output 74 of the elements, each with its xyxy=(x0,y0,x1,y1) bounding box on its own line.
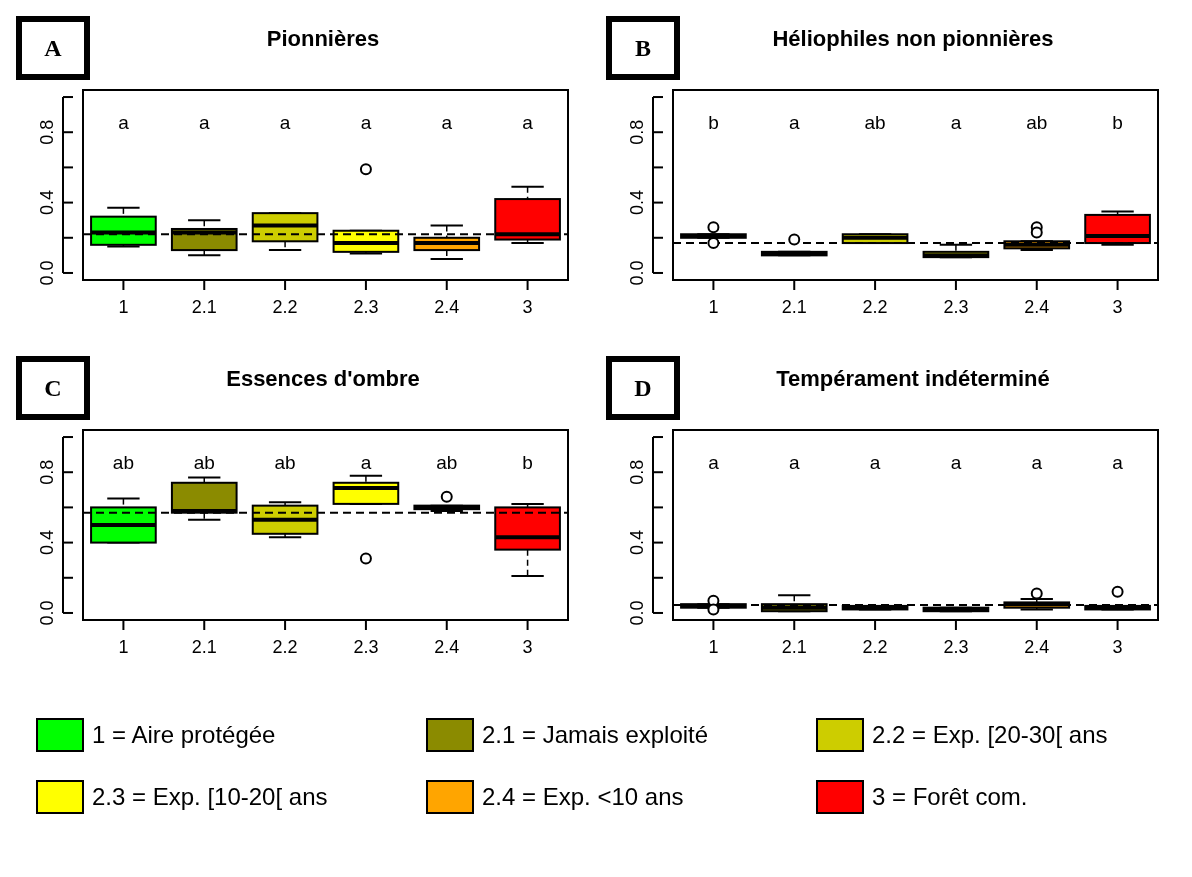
annotation: a xyxy=(522,111,534,133)
annotation: a xyxy=(1112,451,1124,473)
x-tick-label: 2.2 xyxy=(862,636,888,657)
x-tick-label: 2.3 xyxy=(943,636,969,657)
y-tick-label: 0.8 xyxy=(627,119,647,145)
x-tick-label: 2.1 xyxy=(191,296,217,317)
annotation: ab xyxy=(274,451,296,473)
x-tick-label: 1 xyxy=(708,636,719,657)
legend-label: 2.4 = Exp. <10 ans xyxy=(482,783,684,811)
text: C xyxy=(16,356,90,420)
x-tick-label: 1 xyxy=(708,296,719,317)
x-tick-label: 2.1 xyxy=(781,636,807,657)
x-tick-label: 3 xyxy=(522,296,533,317)
text: B xyxy=(606,16,680,80)
text: D xyxy=(606,356,680,420)
x-tick-label: 2.4 xyxy=(1024,636,1050,657)
annotation: b xyxy=(1112,111,1123,133)
x-tick-label: 2.1 xyxy=(781,296,807,317)
text: A xyxy=(16,16,90,80)
x-tick-label: 2.2 xyxy=(272,296,298,317)
annotation: a xyxy=(360,111,372,133)
y-tick-label: 0.8 xyxy=(627,459,647,485)
x-tick-label: 2.4 xyxy=(1024,296,1050,317)
legend-label: 2.2 = Exp. [20-30[ ans xyxy=(872,721,1108,749)
x-tick-label: 2.3 xyxy=(943,296,969,317)
y-tick-label: 0.0 xyxy=(627,260,647,286)
x-tick-label: 2.2 xyxy=(862,296,888,317)
x-tick-label: 2.1 xyxy=(191,636,217,657)
annotation: b xyxy=(522,451,533,473)
chart-title: Pionnières xyxy=(265,26,381,52)
y-tick-label: 0.4 xyxy=(627,190,647,216)
y-tick-label: 0.4 xyxy=(37,190,57,216)
chart-title: Essences d'ombre xyxy=(225,366,421,392)
annotation: a xyxy=(441,111,453,133)
annotation: a xyxy=(788,451,800,473)
annotation: a xyxy=(708,451,720,473)
y-tick-label: 0.8 xyxy=(37,459,57,485)
x-tick-label: 3 xyxy=(1112,636,1123,657)
y-tick-label: 0.0 xyxy=(37,600,57,626)
annotation: a xyxy=(279,111,291,133)
annotation: ab xyxy=(1026,111,1048,133)
x-tick-label: 2.2 xyxy=(272,636,298,657)
annotation: ab xyxy=(193,451,215,473)
legend-label: 1 = Aire protégée xyxy=(92,721,276,749)
annotation: a xyxy=(950,451,962,473)
x-tick-label: 2.3 xyxy=(353,296,379,317)
chart-title: Tempérament indéterminé xyxy=(775,366,1051,392)
annotation: ab xyxy=(864,111,886,133)
y-tick-label: 0.4 xyxy=(627,530,647,556)
y-tick-label: 0.4 xyxy=(37,530,57,556)
x-tick-label: 2.3 xyxy=(353,636,379,657)
x-tick-label: 2.4 xyxy=(434,636,460,657)
annotation: a xyxy=(869,451,881,473)
legend-label: 2.1 = Jamais exploité xyxy=(482,721,709,749)
y-tick-label: 0.0 xyxy=(37,260,57,286)
x-tick-label: 3 xyxy=(1112,296,1123,317)
legend-label: 2.3 = Exp. [10-20[ ans xyxy=(92,783,328,811)
annotation: a xyxy=(118,111,130,133)
x-tick-label: 2.4 xyxy=(434,296,460,317)
chart-title: Héliophiles non pionnières xyxy=(771,26,1055,52)
annotation: ab xyxy=(436,451,458,473)
annotation: ab xyxy=(112,451,134,473)
annotation: a xyxy=(788,111,800,133)
x-tick-label: 1 xyxy=(118,636,129,657)
annotation: b xyxy=(708,111,719,133)
y-tick-label: 0.0 xyxy=(627,600,647,626)
x-tick-label: 3 xyxy=(522,636,533,657)
annotation: a xyxy=(950,111,962,133)
x-tick-label: 1 xyxy=(118,296,129,317)
annotation: a xyxy=(360,451,372,473)
annotation: a xyxy=(1031,451,1043,473)
y-tick-label: 0.8 xyxy=(37,119,57,145)
annotation: a xyxy=(198,111,210,133)
legend-label: 3 = Forêt com. xyxy=(872,783,1028,811)
